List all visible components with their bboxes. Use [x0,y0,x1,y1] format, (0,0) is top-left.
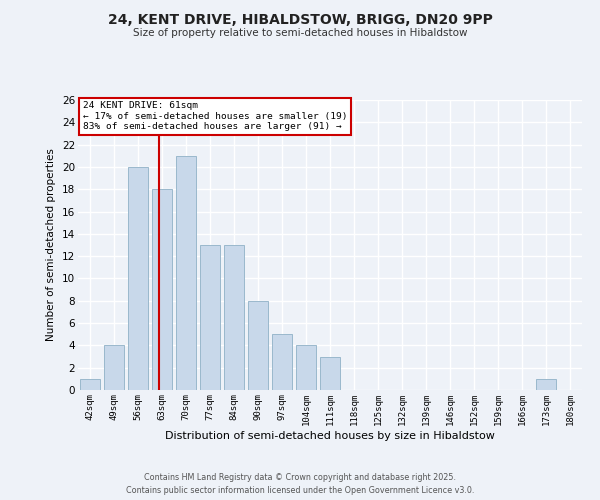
Bar [152,189,172,390]
Text: 24 KENT DRIVE: 61sqm
← 17% of semi-detached houses are smaller (19)
83% of semi-: 24 KENT DRIVE: 61sqm ← 17% of semi-detac… [83,102,347,132]
Bar [176,156,196,390]
Bar [248,301,268,390]
Bar [200,245,220,390]
Bar [80,379,100,390]
Bar [128,167,148,390]
Bar [104,346,124,390]
Text: Contains HM Land Registry data © Crown copyright and database right 2025.
Contai: Contains HM Land Registry data © Crown c… [126,474,474,495]
Bar [320,356,340,390]
Text: Size of property relative to semi-detached houses in Hibaldstow: Size of property relative to semi-detach… [133,28,467,38]
Bar [272,334,292,390]
Y-axis label: Number of semi-detached properties: Number of semi-detached properties [46,148,56,342]
Text: 24, KENT DRIVE, HIBALDSTOW, BRIGG, DN20 9PP: 24, KENT DRIVE, HIBALDSTOW, BRIGG, DN20 … [107,12,493,26]
X-axis label: Distribution of semi-detached houses by size in Hibaldstow: Distribution of semi-detached houses by … [165,430,495,440]
Bar [536,379,556,390]
Bar [224,245,244,390]
Bar [296,346,316,390]
